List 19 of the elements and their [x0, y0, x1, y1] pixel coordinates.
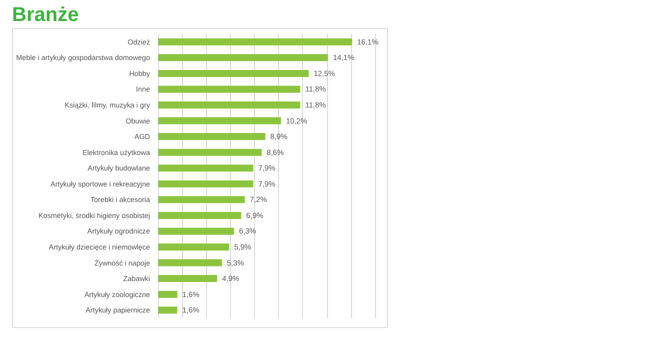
bar	[158, 275, 218, 282]
bar	[158, 196, 245, 204]
bar	[158, 102, 300, 108]
bar	[158, 164, 254, 172]
bar	[158, 259, 222, 266]
bar	[158, 228, 234, 235]
bar	[158, 212, 242, 219]
bar	[158, 86, 300, 93]
chart-title: Branże	[12, 4, 79, 27]
bar	[158, 117, 281, 124]
bar	[158, 70, 309, 77]
bar	[158, 38, 352, 46]
bar	[158, 306, 178, 314]
bar	[158, 180, 254, 188]
bar	[158, 244, 230, 250]
bar	[158, 290, 178, 298]
bar	[158, 54, 328, 62]
bar	[158, 133, 266, 140]
bar	[158, 148, 262, 156]
